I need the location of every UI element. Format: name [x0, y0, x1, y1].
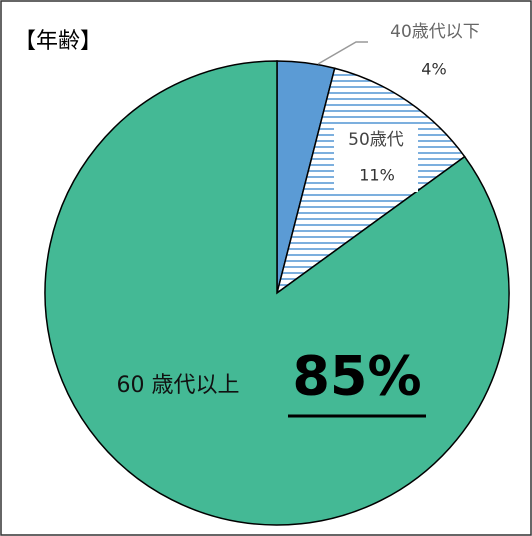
chart-title: 【年齢】: [14, 29, 102, 54]
value-label: 4%: [421, 60, 446, 79]
category-label: 50歳代: [348, 130, 404, 150]
value-label: 85%: [292, 345, 421, 408]
pie: [44, 60, 510, 526]
category-label: 40歳代以下: [390, 22, 480, 42]
label-bg: [334, 124, 418, 192]
category-label: 60 歳代以上: [117, 373, 240, 398]
leader-line: [317, 41, 368, 65]
value-label: 11%: [359, 166, 395, 185]
pie-slice: [44, 60, 510, 526]
